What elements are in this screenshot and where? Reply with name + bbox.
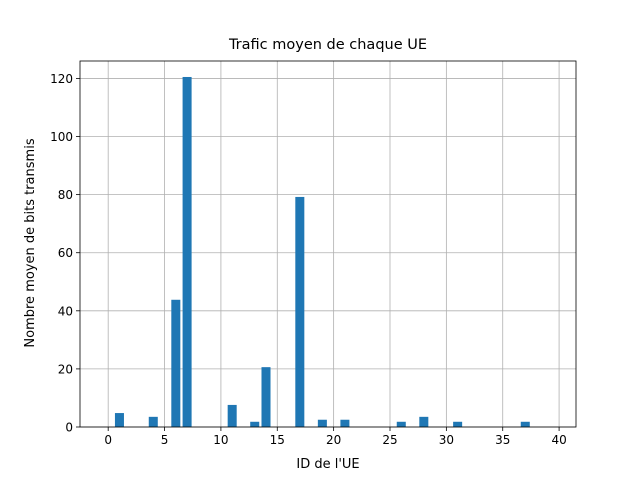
bar — [261, 367, 271, 427]
bar — [453, 421, 463, 427]
y-axis-ticks: 0 20 40 60 80 100 120 — [50, 72, 80, 435]
x-tick-label: 0 — [104, 433, 112, 447]
y-tick-label: 80 — [58, 188, 73, 202]
x-axis-label: ID de l'UE — [296, 457, 359, 472]
bar — [317, 419, 327, 427]
bar — [171, 299, 181, 427]
bar — [396, 421, 406, 427]
x-tick-label: 5 — [161, 433, 169, 447]
bar — [114, 413, 124, 427]
y-tick-label: 0 — [65, 421, 73, 435]
grid-lines — [80, 61, 576, 428]
x-tick-label: 20 — [326, 433, 341, 447]
bar — [182, 76, 192, 427]
y-tick-label: 120 — [50, 72, 73, 86]
x-tick-label: 40 — [551, 433, 566, 447]
x-axis-ticks: 0 5 10 15 20 25 30 35 40 — [104, 427, 567, 447]
y-tick-label: 40 — [58, 304, 73, 318]
bar — [227, 404, 237, 427]
y-tick-label: 60 — [58, 246, 73, 260]
x-tick-label: 10 — [213, 433, 228, 447]
x-tick-label: 35 — [495, 433, 510, 447]
x-tick-label: 15 — [270, 433, 285, 447]
bar — [250, 421, 260, 427]
axes-frame — [79, 60, 577, 428]
bar — [340, 419, 350, 427]
bar — [295, 196, 305, 427]
bar — [520, 421, 530, 427]
y-tick-label: 20 — [58, 362, 73, 376]
chart-title: Trafic moyen de chaque UE — [228, 37, 427, 53]
y-axis-label: Nombre moyen de bits transmis — [23, 138, 38, 347]
y-tick-label: 100 — [50, 130, 73, 144]
x-tick-label: 30 — [439, 433, 454, 447]
bar — [148, 416, 158, 427]
x-tick-label: 25 — [382, 433, 397, 447]
bars — [114, 76, 530, 427]
bar — [419, 416, 429, 427]
